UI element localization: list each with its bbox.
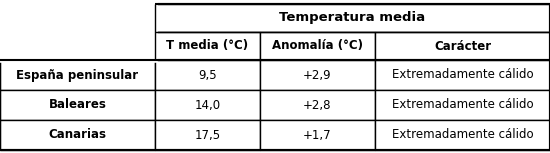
Text: Temperatura media: Temperatura media bbox=[279, 11, 426, 24]
Text: Extremadamente cálido: Extremadamente cálido bbox=[392, 129, 534, 142]
Bar bbox=[0, 60, 550, 150]
Text: Anomalía (°C): Anomalía (°C) bbox=[272, 39, 363, 52]
Text: T media (°C): T media (°C) bbox=[167, 39, 249, 52]
Bar bbox=[260, 120, 375, 150]
Bar bbox=[155, 120, 260, 150]
Bar bbox=[0, 120, 155, 150]
Text: +2,9: +2,9 bbox=[303, 69, 332, 82]
Bar bbox=[0, 90, 155, 120]
Bar bbox=[260, 60, 375, 90]
Text: Carácter: Carácter bbox=[434, 39, 491, 52]
Text: 9,5: 9,5 bbox=[198, 69, 217, 82]
Bar bbox=[0, 60, 155, 90]
Bar bbox=[0, 4, 155, 60]
Text: Extremadamente cálido: Extremadamente cálido bbox=[392, 99, 534, 112]
Bar bbox=[155, 4, 550, 32]
Bar bbox=[155, 32, 260, 60]
Bar bbox=[375, 60, 550, 90]
Bar bbox=[375, 120, 550, 150]
Bar bbox=[0, 4, 155, 60]
Bar bbox=[375, 90, 550, 120]
Bar bbox=[260, 32, 375, 60]
Text: España peninsular: España peninsular bbox=[16, 69, 139, 82]
Text: +1,7: +1,7 bbox=[303, 129, 332, 142]
Bar bbox=[260, 90, 375, 120]
Text: 17,5: 17,5 bbox=[195, 129, 221, 142]
Text: Canarias: Canarias bbox=[48, 129, 107, 142]
Text: Extremadamente cálido: Extremadamente cálido bbox=[392, 69, 534, 82]
Text: +2,8: +2,8 bbox=[303, 99, 332, 112]
Bar bbox=[155, 90, 260, 120]
Text: 14,0: 14,0 bbox=[195, 99, 221, 112]
Bar bbox=[155, 60, 260, 90]
Bar bbox=[375, 32, 550, 60]
Text: Baleares: Baleares bbox=[48, 99, 107, 112]
